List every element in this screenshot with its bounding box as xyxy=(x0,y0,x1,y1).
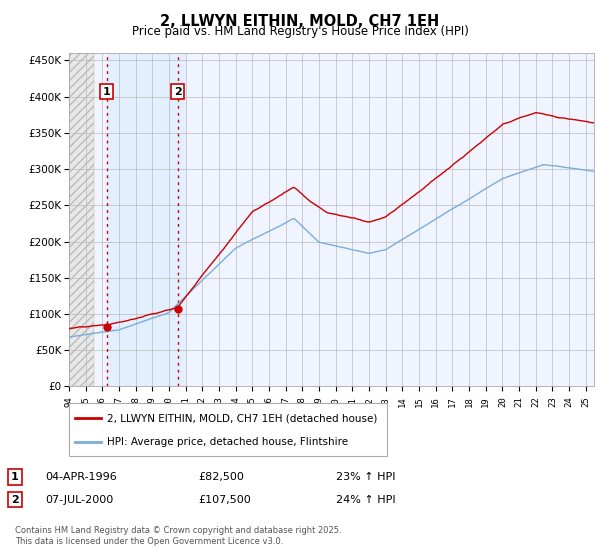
Text: 23% ↑ HPI: 23% ↑ HPI xyxy=(336,472,395,482)
FancyBboxPatch shape xyxy=(69,403,387,456)
Bar xyxy=(107,53,185,386)
Text: 1: 1 xyxy=(103,86,111,96)
Text: 2: 2 xyxy=(174,86,182,96)
Text: 2, LLWYN EITHIN, MOLD, CH7 1EH: 2, LLWYN EITHIN, MOLD, CH7 1EH xyxy=(160,14,440,29)
Text: Price paid vs. HM Land Registry's House Price Index (HPI): Price paid vs. HM Land Registry's House … xyxy=(131,25,469,38)
Text: 1: 1 xyxy=(11,472,19,482)
Text: 2: 2 xyxy=(11,494,19,505)
Text: £82,500: £82,500 xyxy=(198,472,244,482)
Bar xyxy=(69,53,94,386)
Text: 07-JUL-2000: 07-JUL-2000 xyxy=(45,494,113,505)
Text: 24% ↑ HPI: 24% ↑ HPI xyxy=(336,494,395,505)
Text: Contains HM Land Registry data © Crown copyright and database right 2025.
This d: Contains HM Land Registry data © Crown c… xyxy=(15,526,341,546)
Text: 04-APR-1996: 04-APR-1996 xyxy=(45,472,117,482)
Text: HPI: Average price, detached house, Flintshire: HPI: Average price, detached house, Flin… xyxy=(107,436,348,446)
Text: 2, LLWYN EITHIN, MOLD, CH7 1EH (detached house): 2, LLWYN EITHIN, MOLD, CH7 1EH (detached… xyxy=(107,413,377,423)
Text: £107,500: £107,500 xyxy=(198,494,251,505)
